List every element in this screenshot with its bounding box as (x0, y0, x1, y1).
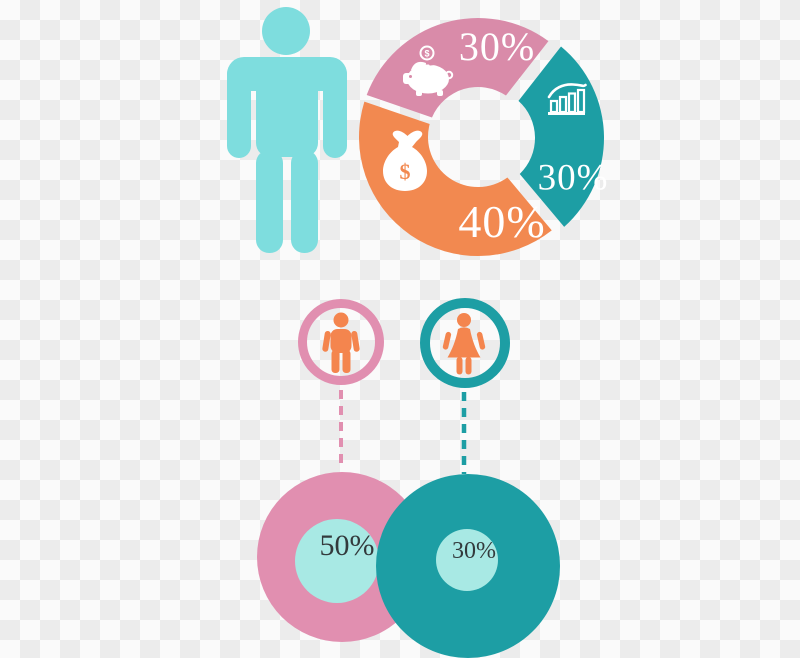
male-stat-label: 50% (319, 529, 375, 562)
male-silhouette-icon (227, 7, 347, 253)
money-bag-icon: $ (383, 130, 427, 191)
bag-dollar-symbol: $ (400, 159, 411, 184)
coin-dollar-symbol: $ (424, 49, 429, 59)
donut-segment-label-teal: 30% (537, 157, 609, 199)
donut-segment-label-pink: 30% (458, 24, 536, 69)
bar-chart-icon (547, 83, 587, 115)
coin-icon (419, 45, 435, 61)
gender-overlay (298, 298, 510, 474)
donut-chart: $ $ (358, 17, 604, 257)
male-icon (322, 312, 360, 373)
female-ring (420, 298, 510, 388)
piggy-bank-icon: $ (403, 45, 454, 96)
male-ring (298, 299, 384, 385)
female-icon (442, 313, 486, 375)
donut-segment-label-orange: 40% (458, 196, 546, 247)
donut-segment-0 (366, 17, 549, 118)
donut-segment-1 (518, 46, 604, 227)
female-stat-label: 30% (452, 538, 496, 564)
